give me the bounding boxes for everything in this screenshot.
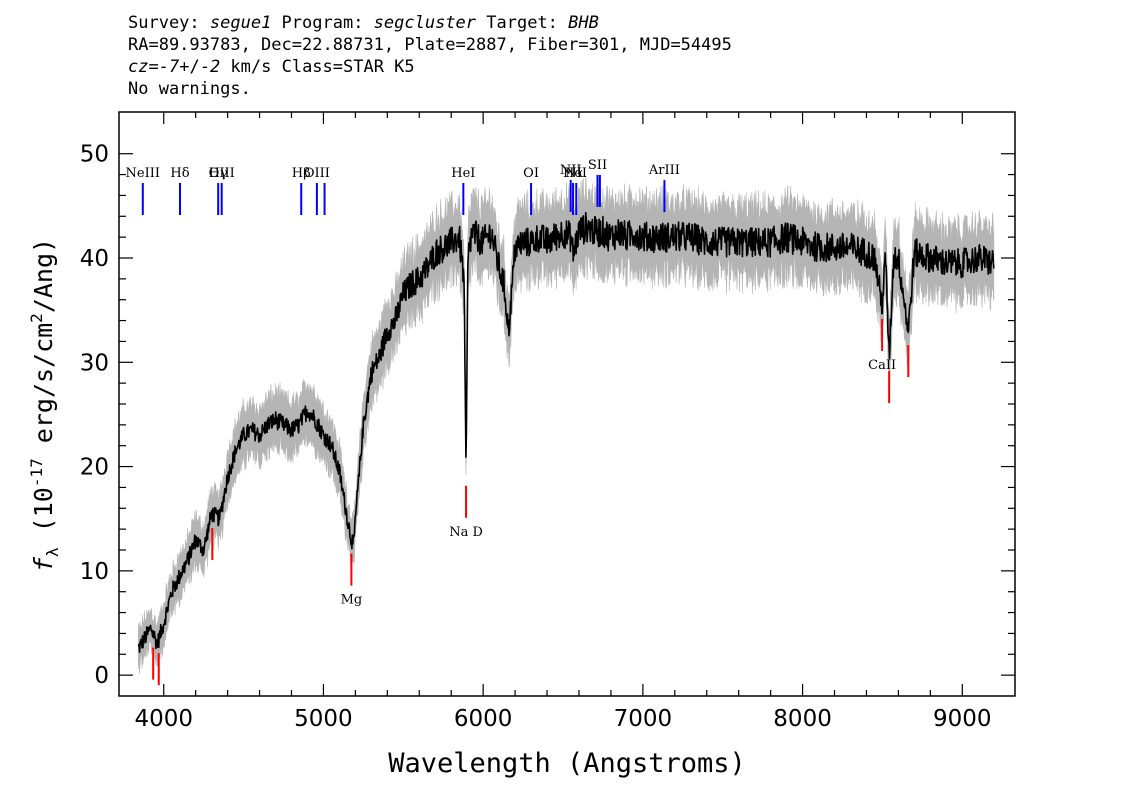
header-survey-segment: Program: [271, 13, 374, 33]
x-tick-label: 9000 [933, 706, 992, 732]
y-tick-label: 50 [80, 142, 109, 168]
y-axis-label-part: (10 [29, 487, 58, 547]
plot-area [137, 174, 995, 686]
emission-line-label: Hβ [292, 166, 311, 181]
header-survey-segment: Survey: [128, 13, 210, 33]
header-survey-segment: Target: [476, 13, 569, 33]
header-survey-line: Survey: segue1 Program: segcluster Targe… [128, 12, 732, 34]
header-redshift-segment: -7 [158, 57, 180, 77]
header-redshift-segment: 2 [209, 57, 221, 77]
y-axis-label-part: /Ang) [29, 238, 58, 313]
emission-line-label: SII [588, 158, 607, 173]
absorption-line-label: Mg [341, 593, 363, 608]
emission-line-label: NeIII [126, 166, 160, 181]
header-redshift-segment: km/s Class=STAR K5 [220, 57, 415, 77]
y-tick-label: 30 [80, 350, 109, 376]
y-tick-label: 10 [80, 559, 109, 585]
x-tick-label: 4000 [134, 706, 193, 732]
y-tick-label: 20 [80, 455, 109, 481]
emission-line-label: Hγ [209, 166, 228, 181]
header-survey-segment: segue1 [209, 13, 272, 33]
emission-line-label: NII [565, 166, 587, 181]
y-tick-label: 0 [94, 663, 109, 689]
y-axis-label-part: erg/s/cm [29, 323, 58, 458]
emission-line-label: OI [523, 166, 539, 181]
header-coords-line: RA=89.93783, Dec=22.88731, Plate=2887, F… [128, 35, 732, 55]
emission-line-label: OIII [304, 166, 330, 181]
header-redshift-line: cz=-7+/-2 km/s Class=STAR K5 [128, 56, 732, 78]
header-redshift-segment: +/- [179, 57, 210, 77]
header-survey-segment: segcluster [373, 13, 477, 33]
header-warnings-line: No warnings. [128, 79, 251, 99]
absorption-line-label: CaII [868, 358, 896, 373]
absorption-line-label: Na D [449, 525, 483, 540]
y-axis-label: fλ (10-17 erg/s/cm2/Ang) [27, 238, 62, 572]
y-axis-label-part: λ [43, 547, 62, 557]
header-survey-segment: BHB [568, 13, 599, 33]
header-redshift-segment: cz [128, 57, 149, 77]
header-redshift-segment: = [148, 57, 159, 77]
y-axis-label-part: -17 [27, 458, 46, 487]
emission-line-label: Hα [563, 166, 583, 181]
y-axis-label-part: f [29, 556, 58, 572]
x-tick-label: 8000 [773, 706, 832, 732]
emission-line-label: Hδ [170, 166, 189, 181]
y-axis-label-part: 2 [27, 313, 46, 323]
emission-line-label: ArIII [648, 163, 680, 178]
x-tick-label: 6000 [454, 706, 513, 732]
y-tick-label: 40 [80, 246, 109, 272]
spectrum-header: Survey: segue1 Program: segcluster Targe… [128, 12, 732, 100]
x-axis-label: Wavelength (Angstroms) [388, 748, 746, 779]
x-tick-label: 7000 [614, 706, 673, 732]
x-tick-label: 5000 [294, 706, 353, 732]
spectrum-line [137, 211, 995, 653]
emission-line-label: OIII [209, 166, 235, 181]
emission-line-label: HeI [451, 166, 475, 181]
emission-line-label: NII [560, 163, 582, 178]
